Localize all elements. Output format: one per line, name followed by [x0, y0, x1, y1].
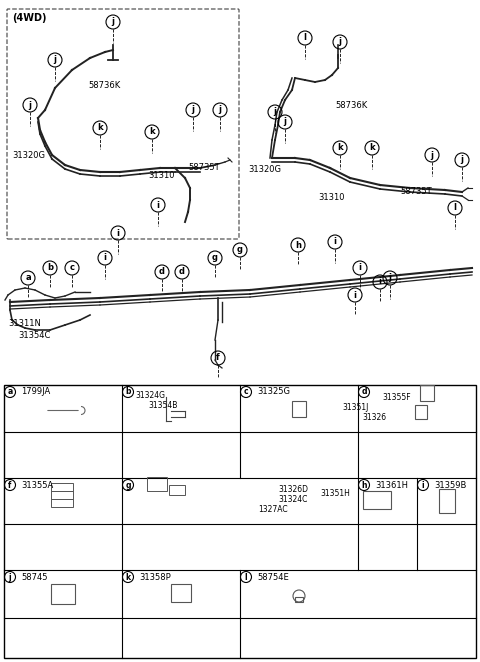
Text: j: j	[338, 38, 341, 46]
Bar	[147, 477, 167, 491]
Text: j: j	[9, 573, 12, 581]
Text: 58735T: 58735T	[400, 187, 432, 197]
Text: g: g	[125, 481, 131, 489]
Text: k: k	[97, 124, 103, 132]
Text: a: a	[25, 273, 31, 283]
Text: j: j	[460, 156, 464, 164]
Text: i: i	[117, 228, 120, 238]
Text: 58745: 58745	[21, 573, 48, 581]
Bar	[51, 491, 73, 499]
Text: k: k	[369, 144, 375, 152]
Text: 31354C: 31354C	[18, 330, 50, 340]
Text: 31310: 31310	[148, 171, 175, 179]
Text: i: i	[379, 277, 382, 287]
Bar	[295, 597, 303, 602]
Text: 31355A: 31355A	[21, 481, 53, 489]
Text: 31358P: 31358P	[139, 573, 171, 581]
Bar	[439, 489, 455, 513]
Bar	[292, 401, 306, 416]
Text: g: g	[237, 246, 243, 254]
Text: 31311N: 31311N	[8, 318, 41, 328]
Text: g: g	[212, 254, 218, 263]
Bar	[171, 584, 191, 602]
Bar	[420, 385, 434, 401]
Text: j: j	[111, 17, 115, 26]
Text: i: i	[359, 263, 361, 273]
Text: b: b	[47, 263, 53, 273]
Text: j: j	[431, 150, 433, 160]
Text: 31310: 31310	[318, 193, 345, 203]
Text: d: d	[179, 267, 185, 277]
Text: f: f	[8, 481, 12, 489]
Bar	[51, 499, 73, 507]
Text: k: k	[149, 128, 155, 136]
Text: j: j	[218, 105, 221, 115]
Bar	[51, 483, 73, 491]
Bar	[51, 584, 75, 604]
Text: i: i	[422, 481, 424, 489]
Text: 31351H: 31351H	[320, 489, 350, 498]
Text: 31359B: 31359B	[434, 481, 467, 489]
Text: b: b	[125, 387, 131, 397]
Bar	[363, 491, 391, 509]
Text: h: h	[295, 240, 301, 250]
Text: k: k	[125, 573, 131, 581]
Text: j: j	[274, 107, 276, 117]
Text: 31320G: 31320G	[248, 166, 281, 175]
Text: l: l	[245, 573, 247, 581]
Text: (4WD): (4WD)	[12, 13, 47, 23]
Text: d: d	[361, 387, 367, 397]
Text: i: i	[353, 291, 357, 299]
Text: 31361H: 31361H	[375, 481, 408, 489]
Text: f: f	[216, 354, 220, 363]
Text: 58736K: 58736K	[88, 81, 120, 89]
Text: j: j	[192, 105, 194, 115]
Text: i: i	[156, 201, 159, 209]
Text: j: j	[28, 101, 32, 109]
Text: 31355F: 31355F	[382, 393, 410, 401]
Text: 31325G: 31325G	[257, 387, 290, 397]
Text: i: i	[334, 238, 336, 246]
Text: 31326: 31326	[362, 414, 386, 422]
Bar	[169, 485, 185, 495]
Text: l: l	[303, 34, 307, 42]
Text: a: a	[7, 387, 12, 397]
Bar	[4, 385, 476, 658]
Text: 58736K: 58736K	[335, 101, 367, 109]
Text: 58735T: 58735T	[188, 164, 220, 173]
Text: i: i	[104, 254, 107, 263]
Text: c: c	[70, 263, 74, 273]
Text: 31354B: 31354B	[148, 401, 178, 410]
Text: j: j	[53, 56, 57, 64]
Text: c: c	[244, 387, 248, 397]
Text: d: d	[159, 267, 165, 277]
Bar	[415, 404, 427, 418]
Text: l: l	[454, 203, 456, 213]
Text: 31320G: 31320G	[12, 150, 45, 160]
Text: k: k	[337, 144, 343, 152]
Text: 31326D: 31326D	[278, 485, 308, 495]
Text: 58754E: 58754E	[257, 573, 289, 581]
Text: 31324C: 31324C	[278, 495, 307, 504]
Text: 1327AC: 1327AC	[258, 506, 288, 514]
Text: 31324G: 31324G	[135, 391, 165, 399]
Text: 31351J: 31351J	[342, 404, 368, 412]
Text: h: h	[361, 481, 367, 489]
Text: j: j	[388, 273, 392, 283]
Text: 1799JA: 1799JA	[21, 387, 50, 397]
Text: j: j	[284, 117, 287, 126]
